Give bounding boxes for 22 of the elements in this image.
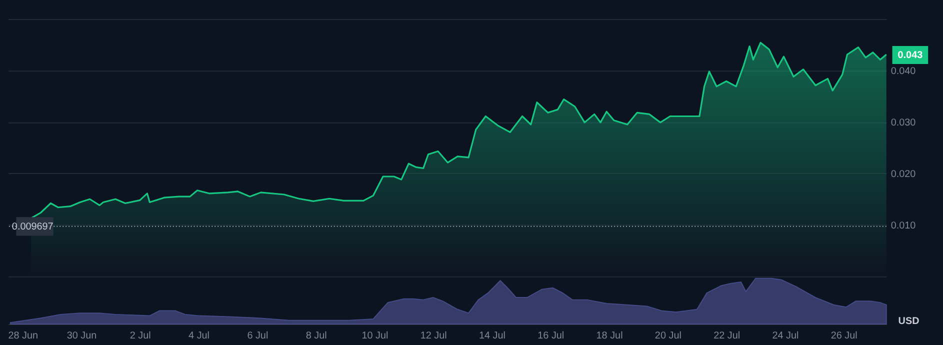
- x-tick-label: 24 Jul: [772, 330, 799, 342]
- x-tick-label: 26 Jul: [830, 330, 858, 342]
- x-tick-label: 20 Jul: [654, 330, 682, 342]
- y-tick-label: 0.040: [890, 66, 916, 77]
- x-tick-label: 28 Jun: [8, 330, 38, 342]
- x-tick-label: 10 Jul: [362, 330, 388, 342]
- x-tick-label: 16 Jul: [538, 330, 564, 342]
- annotation: 0.043: [898, 50, 924, 61]
- ref-line-label: 0.009697: [12, 221, 54, 232]
- x-tick-label: 22 Jul: [714, 330, 740, 342]
- x-tick-label: 8 Jul: [306, 330, 327, 342]
- x-tick-label: 12 Jul: [420, 330, 447, 342]
- x-tick-label: 4 Jul: [188, 330, 210, 342]
- x-tick-label: 14 Jul: [479, 330, 506, 342]
- y-tick-label: 0.020: [890, 168, 916, 180]
- text: USD: [898, 316, 920, 328]
- x-tick-label: 6 Jul: [247, 330, 268, 342]
- y-tick-label: 0.010: [890, 220, 916, 232]
- x-tick-label: 2 Jul: [130, 330, 151, 342]
- x-tick-label: 18 Jul: [596, 330, 623, 342]
- y-tick-label: 0.030: [890, 117, 916, 128]
- x-tick-label: 30 Jun: [66, 330, 97, 342]
